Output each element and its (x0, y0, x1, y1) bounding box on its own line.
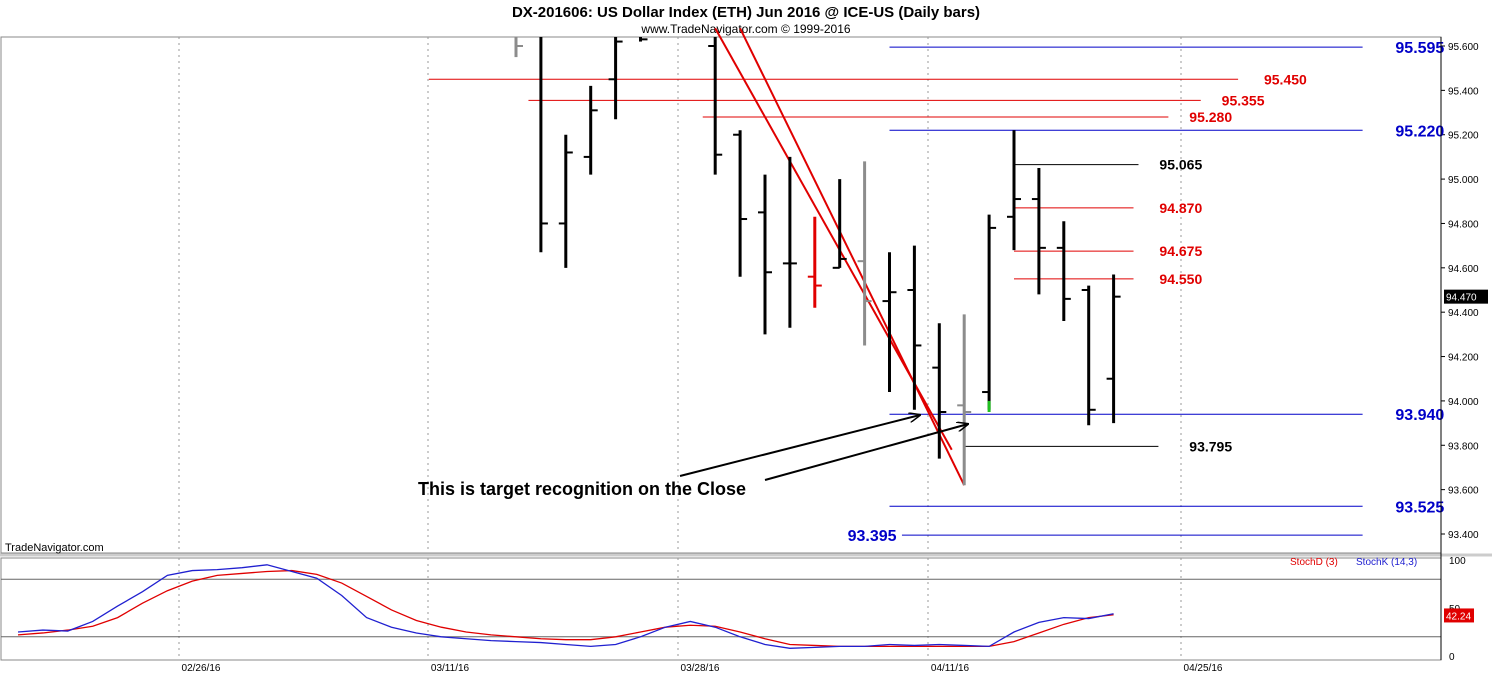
level-label: 94.870 (1159, 200, 1202, 216)
stochastic-panel: 050100StochD (3)StochK (14,3)42.24 (0, 556, 1474, 663)
y-tick-label: 93.800 (1448, 441, 1479, 452)
y-tick-label: 94.000 (1448, 397, 1479, 408)
stoch-value-badge (1444, 608, 1474, 623)
stoch-value-label: 42.24 (1446, 611, 1471, 622)
level-label: 94.675 (1159, 243, 1202, 259)
level-label: 95.280 (1189, 109, 1232, 125)
level-label: 95.220 (1395, 123, 1444, 140)
x-tick-label: 03/11/16 (431, 663, 470, 674)
level-label: 93.395 (848, 528, 897, 545)
last-price-badge (1444, 289, 1488, 304)
annotation: This is target recognition on the Close (418, 415, 968, 499)
x-tick-label: 04/11/16 (931, 663, 970, 674)
y-tick-label: 94.200 (1448, 353, 1479, 364)
level-label: 93.795 (1189, 438, 1232, 454)
price-panel: 93.400 93.600 93.800 94.000 94.200 94.400 94.6… (0, 27, 1488, 554)
y-tick-label: 94.800 (1448, 219, 1479, 230)
level-label: 95.355 (1222, 92, 1265, 108)
annotation-arrow (679, 415, 920, 477)
y-tick-label: 95.400 (1448, 86, 1479, 97)
level-label: 95.065 (1159, 157, 1202, 173)
legend-stochd: StochD (3) (1290, 557, 1338, 568)
y-tick-label: 95.000 (1448, 175, 1479, 186)
stoch-series-line (17, 564, 1114, 649)
level-label: 95.595 (1395, 40, 1444, 57)
annotation-arrow (764, 424, 968, 481)
x-tick-label: 02/26/16 (182, 663, 221, 674)
stoch-series-line (17, 569, 1114, 648)
chart-title: DX-201606: US Dollar Index (ETH) Jun 201… (512, 4, 980, 21)
y-tick-label: 95.600 (1448, 42, 1479, 53)
level-label: 93.940 (1395, 407, 1444, 424)
y-tick-label: 93.400 (1448, 530, 1479, 541)
level-label: 94.550 (1159, 271, 1202, 287)
y-tick-label: 95.200 (1448, 131, 1479, 142)
trendline (739, 27, 966, 486)
watermark: TradeNavigator.com (5, 542, 104, 554)
last-price-label: 94.470 (1446, 293, 1477, 304)
y-tick-label: 94.600 (1448, 264, 1479, 275)
annotation-text: This is target recognition on the Close (418, 479, 746, 499)
stoch-y-tick-label: 0 (1449, 652, 1455, 663)
legend-stochk: StochK (14,3) (1356, 557, 1417, 568)
x-tick-label: 03/28/16 (681, 663, 720, 674)
y-tick-label: 93.600 (1448, 486, 1479, 497)
y-tick-label: 94.400 (1448, 308, 1479, 319)
x-tick-label: 04/25/16 (1184, 663, 1223, 674)
copyright-line: www.TradeNavigator.com © 1999-2016 (640, 22, 850, 36)
level-label: 93.525 (1395, 499, 1444, 516)
stoch-y-tick-label: 100 (1449, 556, 1466, 567)
level-label: 95.450 (1264, 71, 1307, 87)
